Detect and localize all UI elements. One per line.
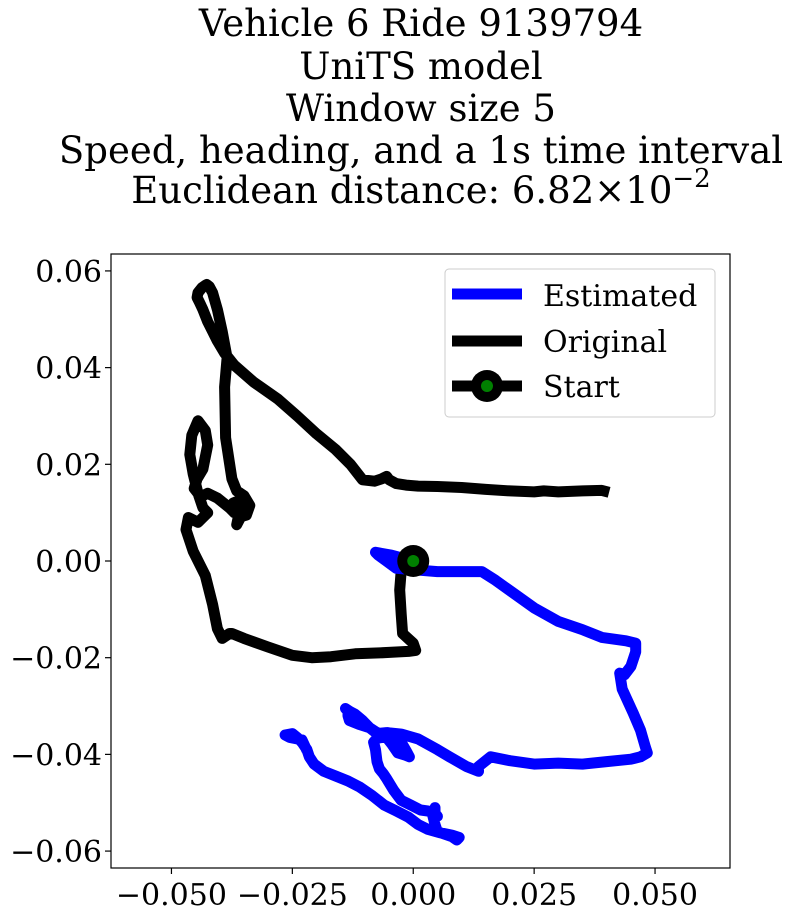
- legend-marker-start-dot: [481, 380, 493, 392]
- legend-label-original: Original: [543, 325, 667, 360]
- plot-series: [180, 279, 653, 846]
- metric-exponent: −2: [672, 164, 710, 194]
- metric-label: Euclidean distance:: [131, 169, 512, 212]
- legend-label-estimated: Estimated: [543, 279, 697, 314]
- y-tick-label: −0.06: [10, 835, 102, 870]
- x-tick-label: −0.050: [116, 878, 227, 913]
- title-line-metric: Euclidean distance: 6.82×10−2: [131, 164, 710, 212]
- plot-markers: [397, 545, 430, 577]
- x-axis-ticks: −0.050 −0.025 0.000 0.025 0.050: [116, 868, 698, 913]
- x-tick-label: 0.025: [491, 878, 577, 913]
- title-line-4: Speed, heading, and a 1s time interval: [59, 129, 783, 172]
- legend: Estimated Original Start: [444, 268, 716, 418]
- legend-label-start: Start: [543, 370, 620, 405]
- y-tick-label: 0.04: [35, 352, 102, 387]
- x-tick-label: 0.050: [612, 878, 698, 913]
- title-line-3: Window size 5: [286, 87, 556, 130]
- y-tick-label: 0.02: [35, 448, 102, 483]
- chart-title: Vehicle 6 Ride 9139794 UniTS model Windo…: [59, 2, 783, 212]
- metric-mantissa: 6.82: [512, 169, 594, 212]
- title-line-2: UniTS model: [299, 45, 542, 88]
- metric-base: 10: [625, 169, 672, 212]
- series-line-original: [180, 279, 611, 664]
- y-axis-ticks: −0.06 −0.04 −0.02 0.00 0.02 0.04 0.06: [10, 255, 111, 870]
- start-marker-dot: [407, 555, 420, 567]
- title-line-1: Vehicle 6 Ride 9139794: [198, 2, 643, 45]
- y-tick-label: −0.02: [10, 642, 102, 677]
- x-tick-label: 0.000: [370, 878, 456, 913]
- y-tick-label: −0.04: [10, 738, 102, 773]
- metric-times: ×: [594, 169, 625, 212]
- series-line-estimated: [279, 546, 653, 846]
- y-tick-label: 0.00: [35, 545, 102, 580]
- x-tick-label: −0.025: [237, 878, 348, 913]
- legend-box: [444, 268, 716, 418]
- y-tick-label: 0.06: [35, 255, 102, 290]
